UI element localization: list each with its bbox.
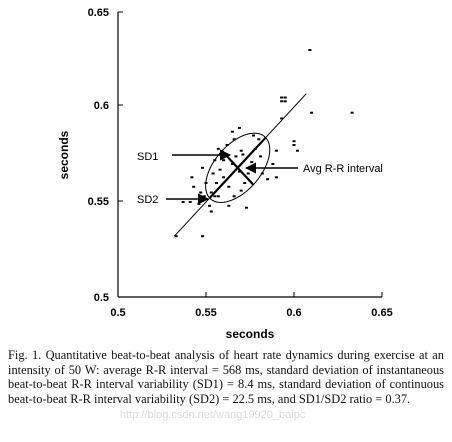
scatter-points xyxy=(174,49,354,238)
data-point xyxy=(232,195,236,198)
sd1-label: SD1 xyxy=(137,151,158,163)
x-tick-label-1: 0.55 xyxy=(195,307,216,319)
data-point xyxy=(222,176,226,179)
x-tick-label-0: 0.5 xyxy=(110,307,125,319)
y-tick-label-0: 0.5 xyxy=(94,292,109,304)
data-point xyxy=(271,163,275,165)
data-point xyxy=(216,147,220,150)
data-point xyxy=(211,172,215,175)
data-point xyxy=(227,185,231,188)
x-axis-title: seconds xyxy=(226,327,275,341)
y-tick-label-1: 0.55 xyxy=(88,196,109,208)
data-point xyxy=(239,189,243,192)
data-point xyxy=(244,206,248,209)
data-point xyxy=(209,210,213,213)
x-tick-label-2: 0.6 xyxy=(286,307,301,319)
data-point xyxy=(204,182,208,184)
y-tick-label-3: 0.65 xyxy=(88,7,109,19)
data-point xyxy=(241,153,245,156)
data-point xyxy=(250,161,254,164)
x-tick-label-3: 0.65 xyxy=(371,307,392,319)
y-axis-title: seconds xyxy=(57,130,71,179)
data-point xyxy=(230,130,234,133)
data-point xyxy=(243,182,247,184)
data-point xyxy=(202,195,206,198)
data-point xyxy=(259,155,263,158)
data-point xyxy=(174,235,178,238)
data-point xyxy=(197,202,201,205)
data-point xyxy=(192,185,196,188)
data-point xyxy=(208,204,212,207)
caption-text: Quantitative beat-to-beat analysis of he… xyxy=(8,348,444,406)
data-point xyxy=(310,111,314,114)
caption-label: Fig. 1. xyxy=(8,348,42,362)
data-point xyxy=(190,176,194,179)
figure-caption: Fig. 1. Quantitative beat-to-beat analys… xyxy=(8,348,444,406)
data-point xyxy=(280,96,284,99)
data-point xyxy=(213,195,217,198)
data-point xyxy=(209,191,213,194)
data-point xyxy=(292,144,296,146)
data-point xyxy=(216,195,220,198)
data-point xyxy=(218,168,222,171)
data-point xyxy=(257,138,261,141)
data-point xyxy=(283,100,287,103)
data-point xyxy=(234,155,238,158)
sd2-label: SD2 xyxy=(137,194,158,206)
data-point xyxy=(200,235,204,238)
data-point xyxy=(308,49,312,51)
data-point xyxy=(200,166,204,169)
data-point xyxy=(246,172,250,175)
data-point xyxy=(222,159,226,162)
data-point xyxy=(230,163,234,165)
data-point xyxy=(274,176,278,179)
data-point xyxy=(253,147,257,150)
data-point xyxy=(237,126,241,129)
data-point xyxy=(296,149,300,152)
watermark-text: http://blog.csdn.net/wang19920_baipc xyxy=(120,409,306,421)
data-point xyxy=(225,144,229,146)
data-point xyxy=(239,149,243,152)
data-point xyxy=(199,191,203,194)
data-point xyxy=(215,182,219,184)
data-point xyxy=(350,111,354,114)
data-point xyxy=(292,140,296,143)
data-point xyxy=(181,201,185,203)
data-point xyxy=(232,138,236,141)
data-point xyxy=(266,178,270,181)
avg-rr-label: Avg R-R interval xyxy=(303,163,383,175)
y-tick-label-2: 0.6 xyxy=(94,100,109,112)
data-point xyxy=(188,201,192,203)
data-point xyxy=(260,172,264,175)
data-point xyxy=(280,100,284,103)
data-point xyxy=(237,170,241,173)
data-point xyxy=(252,134,256,137)
data-point xyxy=(213,159,217,162)
data-point xyxy=(283,96,287,99)
data-point xyxy=(274,149,278,152)
data-point xyxy=(227,204,231,207)
data-point xyxy=(280,117,284,120)
